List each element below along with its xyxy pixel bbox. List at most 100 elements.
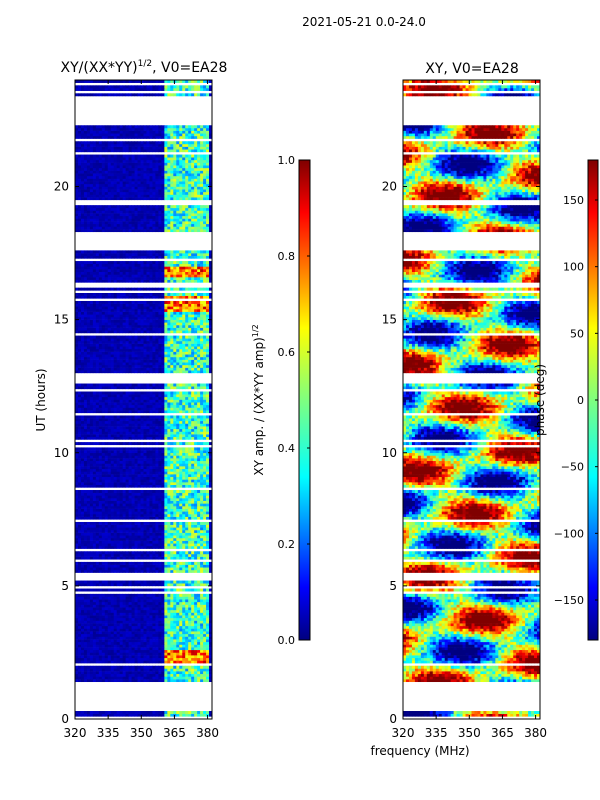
heatmap-cell (209, 596, 212, 600)
heatmap-cell (134, 564, 138, 568)
heatmap-cell (86, 383, 91, 387)
heatmap-cell (173, 399, 177, 403)
heatmap-cell (83, 604, 88, 608)
heatmap-cell (119, 535, 124, 539)
heatmap-cell (86, 639, 91, 643)
heatmap-cell (83, 495, 88, 499)
heatmap-cell (170, 418, 174, 422)
heatmap-cell (152, 551, 156, 555)
heatmap-cell (86, 521, 91, 525)
heatmap-cell (209, 652, 212, 656)
heatmap-cell (75, 583, 79, 587)
heatmap-cell (173, 468, 177, 472)
heatmap-cell (98, 391, 103, 395)
heatmap-cell (116, 567, 121, 571)
heatmap-cell (134, 609, 138, 613)
heatmap-cell (185, 458, 189, 462)
heatmap-cell (158, 367, 162, 371)
heatmap-cell (86, 503, 91, 507)
heatmap-cell (197, 671, 201, 675)
heatmap-cell (179, 466, 183, 470)
heatmap-cell (197, 711, 201, 714)
heatmap-cell (104, 641, 109, 645)
heatmap-cell (137, 567, 141, 571)
heatmap-cell (194, 463, 198, 467)
heatmap-cell (149, 607, 153, 611)
heatmap-cell (161, 399, 165, 403)
heatmap-cell (137, 583, 141, 587)
heatmap-cell (116, 551, 121, 555)
heatmap-cell (80, 567, 85, 571)
heatmap-cell (86, 450, 91, 454)
heatmap-cell (113, 402, 118, 406)
heatmap-cell (152, 652, 156, 656)
heatmap-cell (89, 474, 94, 478)
heatmap-cell (98, 649, 103, 653)
heatmap-cell (209, 543, 212, 547)
heatmap-cell (167, 540, 171, 544)
heatmap-cell (77, 367, 82, 371)
heatmap-cell (143, 460, 147, 464)
heatmap-cell (209, 359, 212, 363)
heatmap-cell (92, 644, 97, 648)
heatmap-cell (113, 410, 118, 414)
heatmap-cell (83, 370, 88, 374)
heatmap-cell (89, 593, 94, 597)
heatmap-cell (104, 561, 109, 565)
heatmap-cell (152, 556, 156, 560)
heatmap-cell (75, 679, 79, 683)
heatmap-cell (86, 436, 91, 440)
heatmap-cell (149, 588, 153, 592)
heatmap-cell (104, 540, 109, 544)
heatmap-cell (137, 458, 141, 462)
heatmap-cell (107, 354, 112, 358)
heatmap-cell (101, 711, 106, 714)
heatmap-cell (146, 564, 150, 568)
heatmap-cell (143, 471, 147, 475)
heatmap-cell (203, 537, 207, 541)
heatmap-cell (155, 529, 159, 533)
heatmap-cell (173, 660, 177, 664)
heatmap-cell (125, 607, 130, 611)
heatmap-cell (185, 599, 189, 603)
heatmap-cell (75, 601, 79, 605)
heatmap-cell (185, 615, 189, 619)
heatmap-cell (203, 484, 207, 488)
heatmap-cell (75, 596, 79, 600)
heatmap-cell (116, 466, 121, 470)
heatmap-cell (83, 402, 88, 406)
heatmap-cell (191, 391, 195, 395)
heatmap-cell (161, 391, 165, 395)
heatmap-cell (155, 503, 159, 507)
heatmap-cell (80, 540, 85, 544)
heatmap-cell (113, 420, 118, 424)
heatmap-cell (77, 498, 82, 501)
heatmap-cell (80, 492, 85, 496)
heatmap-cell (137, 676, 141, 680)
heatmap-cell (119, 503, 124, 507)
heatmap-cell (209, 673, 212, 677)
heatmap-cell (164, 623, 168, 627)
heatmap-cell (179, 676, 183, 680)
heatmap-cell (122, 641, 127, 645)
heatmap-cell (113, 620, 118, 624)
heatmap-cell (113, 495, 118, 499)
heatmap-cell (98, 668, 103, 672)
heatmap-cell (92, 553, 97, 557)
heatmap-cell (104, 601, 109, 605)
heatmap-cell (146, 516, 150, 520)
heatmap-cell (119, 612, 124, 616)
heatmap-cell (155, 711, 159, 714)
heatmap-cell (125, 436, 130, 440)
heatmap-cell (200, 466, 204, 470)
heatmap-cell (191, 420, 195, 424)
heatmap-cell (140, 354, 144, 358)
heatmap-cell (137, 516, 141, 520)
heatmap-cell (197, 495, 201, 499)
heatmap-cell (176, 628, 180, 632)
heatmap-cell (194, 540, 198, 544)
heatmap-cell (176, 450, 180, 454)
heatmap-cell (77, 476, 82, 480)
heatmap-cell (146, 545, 150, 549)
heatmap-cell (77, 452, 82, 456)
